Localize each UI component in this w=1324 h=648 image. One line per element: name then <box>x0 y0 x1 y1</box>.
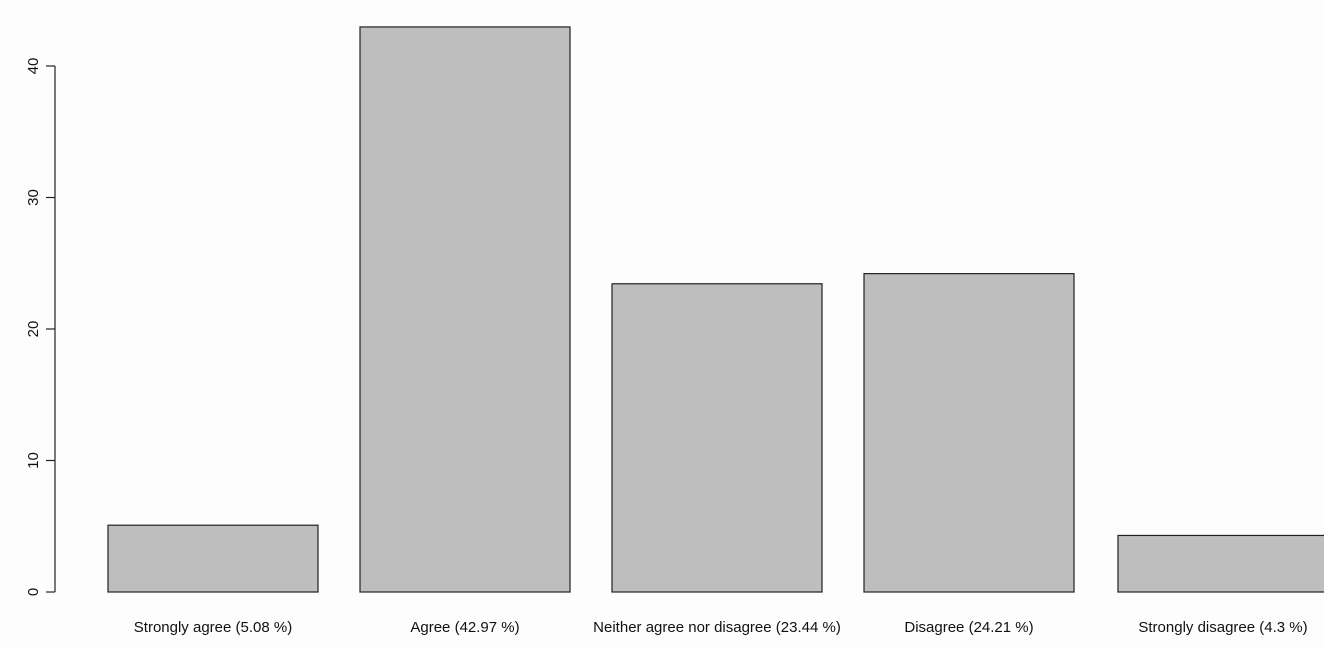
y-tick-label: 10 <box>25 452 42 469</box>
y-tick-label: 30 <box>25 189 42 206</box>
y-tick-label: 20 <box>25 321 42 338</box>
bar-5 <box>1117 534 1324 593</box>
x-category-label: Disagree (24.21 %) <box>904 619 1033 636</box>
x-category-label: Agree (42.97 %) <box>410 619 519 636</box>
x-category-label: Strongly agree (5.08 %) <box>134 619 292 636</box>
bar-1 <box>107 524 319 593</box>
bar-4 <box>863 273 1075 593</box>
x-axis-labels: Strongly agree (5.08 %) Agree (42.97 %) Ne… <box>134 619 1308 636</box>
y-axis: 0 10 20 30 40 <box>25 58 56 596</box>
bar-2 <box>359 26 571 593</box>
x-category-label: Neither agree nor disagree (23.44 %) <box>593 619 841 636</box>
bars-group <box>107 26 1324 593</box>
y-tick-label: 0 <box>25 588 42 596</box>
x-category-label: Strongly disagree (4.3 %) <box>1138 619 1307 636</box>
bar-3 <box>611 283 823 593</box>
y-tick-label: 40 <box>25 58 42 75</box>
